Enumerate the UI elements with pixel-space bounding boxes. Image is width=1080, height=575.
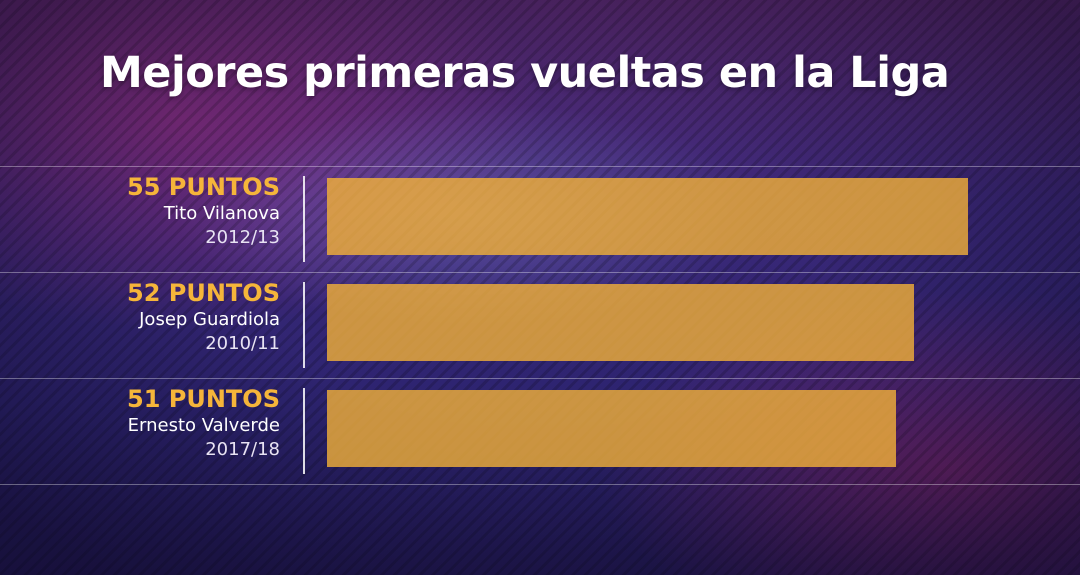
- coach-name: Josep Guardiola: [139, 309, 280, 330]
- bar-row: 51 PUNTOS Ernesto Valverde 2017/18: [0, 384, 1080, 490]
- row-divider: [0, 272, 1080, 273]
- points-label: 55 PUNTOS: [127, 173, 280, 201]
- bar-label: 55 PUNTOS Tito Vilanova 2012/13: [127, 172, 280, 250]
- row-divider: [0, 166, 1080, 167]
- points-label: 51 PUNTOS: [127, 385, 280, 413]
- season-label: 2017/18: [205, 439, 280, 460]
- coach-name: Tito Vilanova: [163, 203, 280, 224]
- season-label: 2012/13: [205, 227, 280, 248]
- row-divider: [0, 378, 1080, 379]
- axis-line: [303, 176, 305, 262]
- bar-row: 55 PUNTOS Tito Vilanova 2012/13: [0, 172, 1080, 278]
- bar-label: 51 PUNTOS Ernesto Valverde 2017/18: [127, 384, 280, 462]
- axis-line: [303, 388, 305, 474]
- coach-name: Ernesto Valverde: [127, 415, 280, 436]
- bar: [327, 390, 896, 467]
- points-label: 52 PUNTOS: [127, 279, 280, 307]
- chart-title: Mejores primeras vueltas en la Liga: [100, 48, 950, 98]
- bar: [327, 284, 914, 361]
- axis-line: [303, 282, 305, 368]
- bar: [327, 178, 968, 255]
- bar-label: 52 PUNTOS Josep Guardiola 2010/11: [127, 278, 280, 356]
- bar-row: 52 PUNTOS Josep Guardiola 2010/11: [0, 278, 1080, 384]
- row-divider: [0, 484, 1080, 485]
- season-label: 2010/11: [205, 333, 280, 354]
